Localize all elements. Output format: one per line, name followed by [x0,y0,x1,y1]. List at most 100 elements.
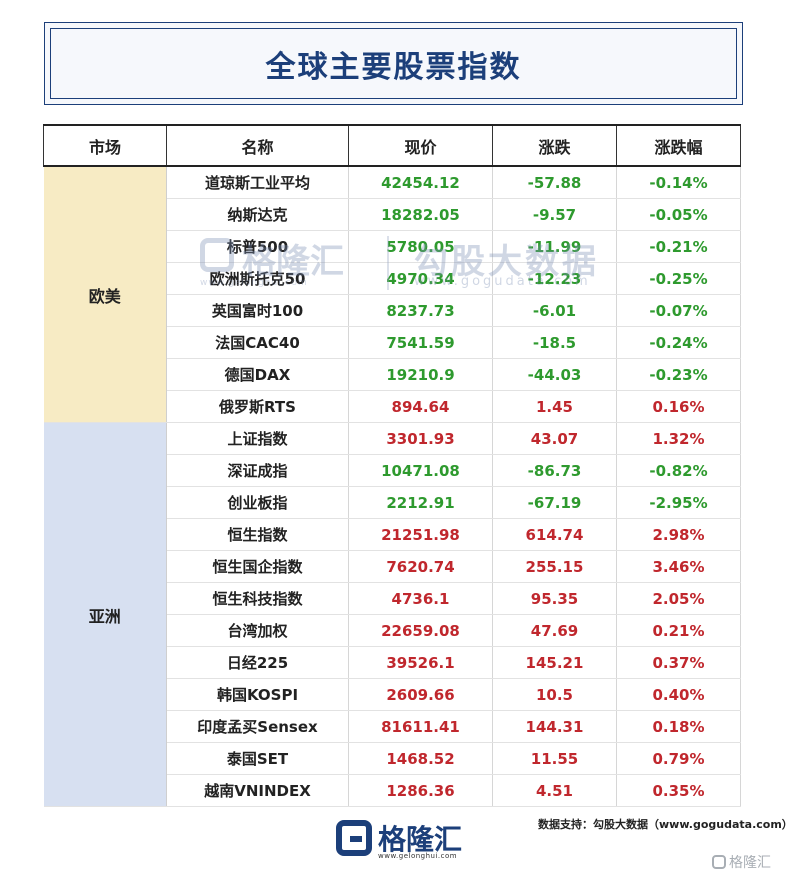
index-name: 创业板指 [166,486,349,519]
footer-logo: 格隆汇 www.gelonghui.com [336,818,476,862]
header-name: 名称 [166,124,349,167]
index-price: 2212.91 [348,486,493,519]
index-name: 台湾加权 [166,614,349,647]
index-change-pct: 0.18% [616,710,741,743]
index-change: 614.74 [492,518,617,551]
title-banner: 全球主要股票指数 [44,22,743,105]
index-change: 4.51 [492,774,617,807]
header-market: 市场 [43,124,167,167]
header-change-pct: 涨跌幅 [616,124,741,167]
index-price: 2609.66 [348,678,493,711]
gelonghui-logo-icon [336,820,372,856]
index-price: 21251.98 [348,518,493,551]
table-row: 欧洲斯托克50 4970.34 -12.23 -0.25% [44,262,741,295]
index-change: -67.19 [492,486,617,519]
index-change: -11.99 [492,230,617,263]
index-change-pct: -0.14% [616,166,741,199]
index-name: 上证指数 [166,422,349,455]
table-row: 印度孟买Sensex 81611.41 144.31 0.18% [44,710,741,743]
table-row: 越南VNINDEX 1286.36 4.51 0.35% [44,774,741,807]
index-price: 5780.05 [348,230,493,263]
index-price: 39526.1 [348,646,493,679]
index-change-pct: 2.05% [616,582,741,615]
table-row: 德国DAX 19210.9 -44.03 -0.23% [44,358,741,391]
index-change: 95.35 [492,582,617,615]
index-price: 894.64 [348,390,493,423]
index-change: 144.31 [492,710,617,743]
footer-logo-url: www.gelonghui.com [378,852,458,860]
index-price: 7620.74 [348,550,493,583]
index-price: 4970.34 [348,262,493,295]
index-name: 泰国SET [166,742,349,775]
table-row: 亚洲 上证指数 3301.93 43.07 1.32% [43,422,741,807]
table-row: 日经225 39526.1 145.21 0.37% [44,646,741,679]
index-price: 1286.36 [348,774,493,807]
index-change: -86.73 [492,454,617,487]
index-name: 纳斯达克 [166,198,349,231]
table-row: 深证成指 10471.08 -86.73 -0.82% [44,454,741,487]
index-change-pct: 1.32% [616,422,741,455]
index-change: 11.55 [492,742,617,775]
index-change-pct: 0.79% [616,742,741,775]
index-change-pct: -0.24% [616,326,741,359]
data-source-note: 数据支持：勾股大数据（www.gogudata.com） [538,818,792,831]
index-change-pct: 3.46% [616,550,741,583]
index-name: 道琼斯工业平均 [166,166,349,199]
index-price: 8237.73 [348,294,493,327]
index-price: 42454.12 [348,166,493,199]
index-change: 43.07 [492,422,617,455]
title-frame: 全球主要股票指数 [50,28,737,99]
index-name: 标普500 [166,230,349,263]
index-change: -6.01 [492,294,617,327]
index-change: -44.03 [492,358,617,391]
index-change: -9.57 [492,198,617,231]
corner-logo-icon [712,855,726,869]
index-name: 德国DAX [166,358,349,391]
table-row: 恒生科技指数 4736.1 95.35 2.05% [44,582,741,615]
index-price: 81611.41 [348,710,493,743]
index-change-pct: -0.82% [616,454,741,487]
index-change-pct: -0.05% [616,198,741,231]
corner-watermark-text: 格隆汇 [729,855,771,871]
index-change-pct: -0.21% [616,230,741,263]
table-row: 英国富时100 8237.73 -6.01 -0.07% [44,294,741,327]
index-name: 韩国KOSPI [166,678,349,711]
index-change-pct: 0.40% [616,678,741,711]
index-change: -18.5 [492,326,617,359]
corner-watermark: 格隆汇 [712,852,771,872]
index-name: 印度孟买Sensex [166,710,349,743]
index-change-pct: 0.37% [616,646,741,679]
index-change: 145.21 [492,646,617,679]
index-change: 255.15 [492,550,617,583]
index-price: 1468.52 [348,742,493,775]
table-row: 台湾加权 22659.08 47.69 0.21% [44,614,741,647]
table-header-row: 市场 名称 现价 涨跌 涨跌幅 [43,124,741,167]
region-cell-asia: 亚洲 [43,422,167,807]
index-name: 恒生国企指数 [166,550,349,583]
index-change-pct: 2.98% [616,518,741,551]
table-body: 欧美 道琼斯工业平均 42454.12 -57.88 -0.14% 纳斯达克 18282.0… [43,166,741,807]
index-change: -57.88 [492,166,617,199]
table-row: 标普500 5780.05 -11.99 -0.21% [44,230,741,263]
index-price: 4736.1 [348,582,493,615]
index-price: 22659.08 [348,614,493,647]
index-change-pct: -0.25% [616,262,741,295]
index-change-pct: 0.35% [616,774,741,807]
index-price: 19210.9 [348,358,493,391]
index-name: 法国CAC40 [166,326,349,359]
table-row: 韩国KOSPI 2609.66 10.5 0.40% [44,678,741,711]
index-name: 恒生科技指数 [166,582,349,615]
index-change: -12.23 [492,262,617,295]
index-name: 俄罗斯RTS [166,390,349,423]
index-table: 市场 名称 现价 涨跌 涨跌幅 欧美 道琼斯工业平均 42454.12 -57.88-… [43,124,741,807]
page-title: 全球主要股票指数 [265,49,522,85]
region-cell-eu: 欧美 [43,166,167,423]
header-change: 涨跌 [492,124,617,167]
table-row: 纳斯达克 18282.05 -9.57 -0.05% [44,198,741,231]
index-price: 10471.08 [348,454,493,487]
table-row: 法国CAC40 7541.59 -18.5 -0.24% [44,326,741,359]
index-name: 恒生指数 [166,518,349,551]
index-change-pct: 0.16% [616,390,741,423]
table-row: 欧美 道琼斯工业平均 42454.12 -57.88 -0.14% [43,166,741,423]
index-name: 日经225 [166,646,349,679]
